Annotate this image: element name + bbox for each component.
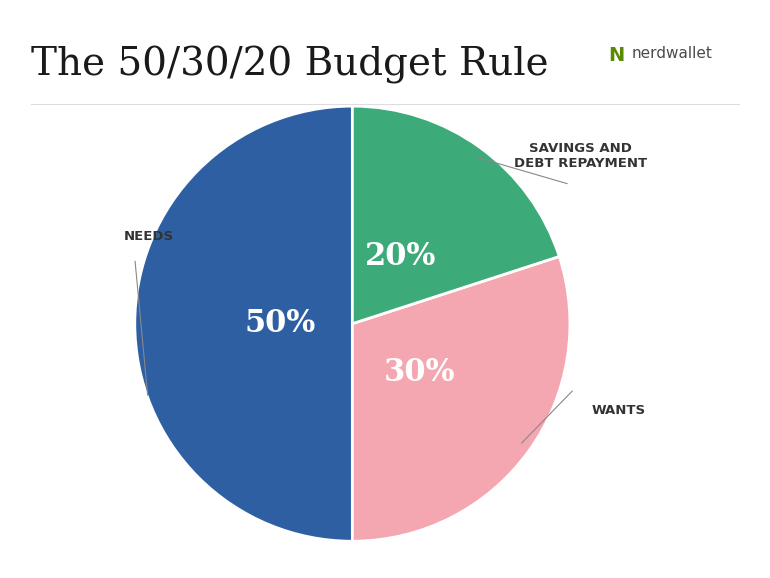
- Text: N: N: [608, 46, 624, 65]
- Text: 50%: 50%: [245, 308, 316, 339]
- Text: 20%: 20%: [365, 241, 437, 272]
- Text: 30%: 30%: [383, 357, 455, 388]
- Text: NEEDS: NEEDS: [124, 230, 174, 243]
- Wedge shape: [135, 106, 353, 541]
- Text: SAVINGS AND
DEBT REPAYMENT: SAVINGS AND DEBT REPAYMENT: [514, 142, 648, 170]
- Text: WANTS: WANTS: [591, 404, 646, 417]
- Wedge shape: [353, 106, 559, 324]
- Text: nerdwallet: nerdwallet: [631, 46, 712, 61]
- Text: The 50/30/20 Budget Rule: The 50/30/20 Budget Rule: [31, 46, 548, 84]
- Wedge shape: [353, 257, 570, 541]
